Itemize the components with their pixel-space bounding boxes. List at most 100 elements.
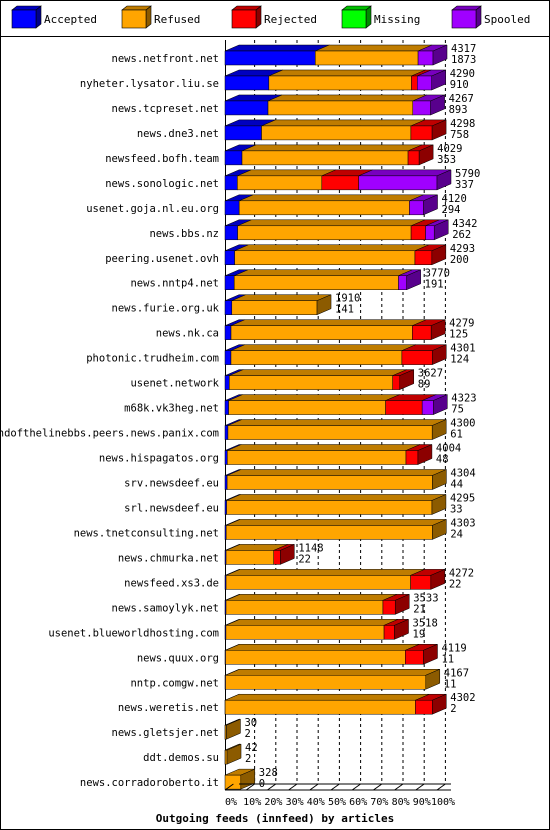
- bar-segment-side: [433, 219, 449, 241]
- bar-segment-accepted: [224, 200, 240, 216]
- bar-row: [224, 469, 447, 490]
- legend-swatch: [11, 9, 37, 29]
- accepted-value-label: 294: [442, 204, 461, 216]
- bar-row: [224, 668, 441, 690]
- accepted-value-label: 19: [413, 628, 426, 640]
- bar-segment-accepted: [224, 450, 228, 465]
- accepted-value-label: 337: [455, 179, 474, 191]
- category-label: news.weretis.net: [118, 702, 219, 714]
- bar-segment-refused: [230, 350, 403, 365]
- bar-segment-rejected: [410, 575, 432, 590]
- bar-segment-refused: [225, 600, 384, 615]
- bar-segment-side: [430, 94, 445, 116]
- bar-segment-rejected: [412, 325, 432, 340]
- x-tick: [394, 783, 404, 791]
- category-label: news.hispagatos.org: [99, 453, 219, 465]
- category-label: news.nk.ca: [156, 328, 219, 340]
- bar-segment-spooled: [417, 50, 434, 66]
- offered-value-label: 4279: [449, 318, 474, 330]
- category-label: nntp.comgw.net: [130, 677, 219, 689]
- bar-segment-spooled: [425, 225, 435, 241]
- legend-swatch-side: [365, 5, 372, 29]
- bar-row: [224, 743, 242, 765]
- bar-segment-top: [224, 693, 430, 701]
- legend-swatch-side: [475, 5, 482, 29]
- bar-row: [224, 618, 409, 640]
- bar-segment-rejected: [405, 450, 419, 465]
- bars: [224, 44, 452, 790]
- category-label: news.netfront.net: [112, 53, 219, 65]
- offered-value-label: 4290: [450, 68, 475, 80]
- offered-value-label: 4267: [449, 93, 474, 105]
- bar-segment-refused: [229, 375, 393, 390]
- legend-label: Missing: [374, 13, 420, 26]
- bar-segment-top: [226, 494, 447, 501]
- accepted-value-label: 141: [335, 304, 354, 316]
- bar-row: [224, 169, 452, 191]
- x-tick: [245, 783, 255, 791]
- accepted-value-label: 24: [450, 528, 463, 540]
- category-label: nyheter.lysator.liu.se: [80, 78, 219, 90]
- bar-row: [224, 144, 434, 166]
- bar-segment-side: [430, 568, 446, 590]
- bar-segment-side: [430, 319, 446, 341]
- accepted-value-label: 910: [450, 79, 469, 91]
- accepted-value-label: 89: [418, 379, 431, 391]
- bar-segment-accepted: [224, 325, 232, 340]
- category-label: news.quux.org: [137, 652, 219, 664]
- accepted-value-label: 1873: [451, 54, 476, 66]
- offered-value-label: 4295: [450, 492, 475, 504]
- accepted-value-label: 353: [437, 154, 456, 166]
- x-tick: [436, 783, 446, 791]
- bar-segment-refused: [224, 749, 228, 765]
- category-label: newsfeed.xs3.de: [124, 577, 219, 589]
- bar-row: [224, 219, 449, 241]
- offered-value-label: 4300: [450, 418, 475, 430]
- bar-segment-top: [239, 194, 424, 202]
- accepted-value-label: 758: [450, 129, 469, 141]
- bar-row: [224, 593, 410, 615]
- offered-value-label: 4302: [450, 692, 475, 704]
- legend-label: Rejected: [264, 13, 317, 26]
- bar-segment-refused: [261, 125, 412, 141]
- accepted-value-label: 893: [449, 104, 468, 116]
- legend-label: Accepted: [44, 13, 97, 26]
- bar-segment-accepted: [224, 375, 230, 390]
- category-label: m68k.vk3heg.net: [124, 403, 219, 415]
- offered-value-label: 1148: [298, 542, 323, 554]
- category-label: news.bbs.nz: [149, 228, 219, 240]
- bar-segment-top: [225, 594, 398, 601]
- accepted-value-label: 75: [451, 404, 464, 416]
- bar-segment-top: [230, 319, 427, 326]
- bar-segment-side: [226, 743, 242, 765]
- legend-label: Spooled: [484, 13, 530, 26]
- bar-segment-accepted: [224, 250, 235, 266]
- bar-segment-refused: [237, 225, 412, 241]
- category-label: news.corradoroberto.it: [80, 777, 219, 789]
- bar-segment-side: [431, 119, 447, 141]
- accepted-value-label: 48: [436, 454, 449, 466]
- bar-row: [224, 494, 447, 515]
- offered-value-label: 3770: [425, 268, 450, 280]
- offered-value-label: 4303: [450, 517, 475, 529]
- accepted-value-label: 22: [298, 553, 311, 565]
- bar-segment-accepted: [224, 50, 316, 66]
- x-tick: [415, 783, 425, 791]
- bar-segment-side: [280, 544, 295, 565]
- category-label: news.dne3.net: [137, 128, 219, 140]
- bar-segment-top: [229, 369, 407, 376]
- bar-segment-rejected: [414, 250, 433, 266]
- accepted-value-label: 191: [425, 279, 444, 291]
- bar-segment-top: [224, 44, 330, 52]
- bar-segment-side: [399, 369, 415, 390]
- bar-segment-accepted: [224, 400, 229, 415]
- bar-segment-accepted: [224, 425, 229, 440]
- accepted-value-label: 2: [244, 728, 250, 740]
- bar-segment-top: [268, 69, 426, 77]
- bar-segment-top: [225, 619, 399, 626]
- offered-value-label: 4323: [451, 393, 476, 405]
- bar-row: [224, 693, 447, 715]
- bar-segment-top: [237, 219, 426, 227]
- legend-swatch-side: [35, 5, 42, 29]
